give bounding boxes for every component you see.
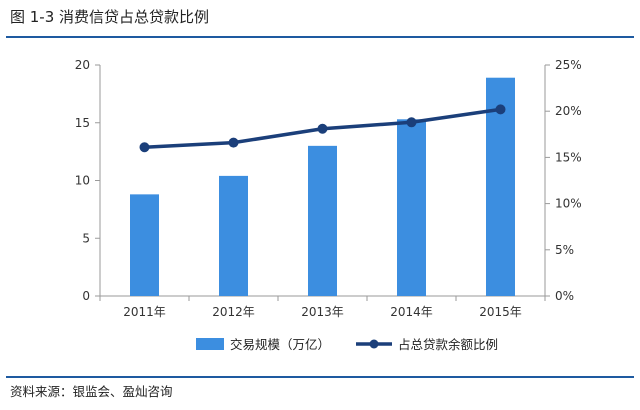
legend-line-marker [369,339,379,349]
y-right-tick-label: 0% [555,289,574,303]
top-divider [6,36,634,38]
line-point [139,142,150,153]
x-tick-label: 2015年 [479,305,522,319]
y-left-tick-label: 5 [82,231,90,245]
line-point [228,137,239,148]
legend-bar-label: 交易规模（万亿） [230,337,330,352]
x-tick-label: 2012年 [212,305,255,319]
legend-line-label: 占总贷款余额比例 [398,337,498,352]
bar [308,145,337,296]
x-tick-label: 2014年 [390,305,433,319]
y-right-tick-label: 15% [555,150,582,164]
line-point [317,123,328,134]
bar [130,194,159,296]
y-right-tick-label: 5% [555,243,574,257]
bar [397,119,426,296]
source-note: 资料来源：银监会、盈灿咨询 [10,384,173,399]
bottom-divider [6,376,634,378]
y-right-tick-label: 25% [555,58,582,72]
x-tick-label: 2011年 [123,305,166,319]
y-left-tick-label: 15 [75,116,90,130]
y-left-tick-label: 0 [82,289,90,303]
line-point [406,117,417,128]
y-left-tick-label: 20 [75,58,90,72]
y-right-tick-label: 10% [555,197,582,211]
legend-bar-swatch [196,338,224,350]
figure-title: 图 1-3 消费信贷占总贷款比例 [10,8,210,26]
y-left-tick-label: 10 [75,174,90,188]
line-point [495,104,506,115]
y-right-tick-label: 20% [555,104,582,118]
bar [219,175,248,296]
x-tick-label: 2013年 [301,305,344,319]
